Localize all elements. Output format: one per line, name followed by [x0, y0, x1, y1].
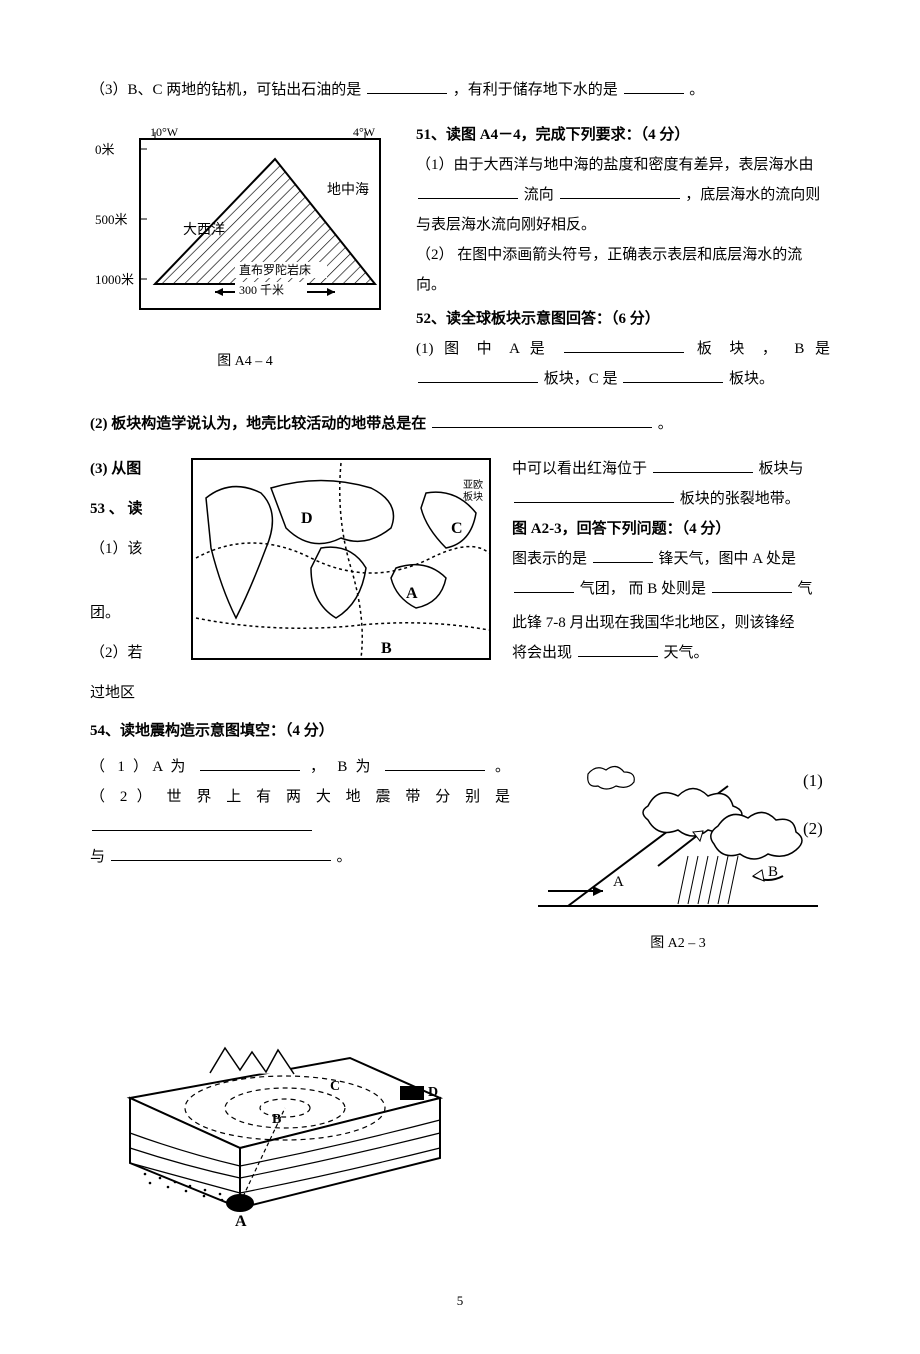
blank[interactable] — [653, 457, 753, 473]
blank[interactable] — [560, 183, 680, 199]
fig-map-wrap: A B C D 亚欧 板块 — [186, 454, 496, 672]
map-C: C — [451, 520, 463, 537]
a23-B: B — [768, 864, 778, 880]
quake-D: D — [428, 1085, 438, 1100]
page-number: 5 — [90, 1288, 830, 1314]
fig-quake: A B C D — [90, 978, 470, 1228]
blank[interactable] — [514, 577, 574, 593]
map-side: 亚欧 — [463, 479, 483, 491]
q52-1-line1: (1) 图 中 A 是 板 块 ， B 是 — [416, 334, 830, 364]
q52-1-line2: 板块，C 是 板块。 — [416, 364, 830, 394]
atlantic-label: 大西洋 — [183, 222, 225, 238]
q54-2b — [90, 812, 510, 842]
blank[interactable] — [385, 755, 485, 771]
blank[interactable] — [623, 367, 723, 383]
q53-1-r1: 图表示的是 锋天气，图中 A 处是 — [512, 544, 830, 574]
row-fig-a44-q51: 10°W 4°W 0米 500米 1000米 — [90, 120, 830, 394]
a23-n2: (2) — [803, 819, 823, 838]
q53-head-r: 图 A2-3，回答下列问题：（4 分） — [512, 514, 830, 544]
q54-2a: （ 2 ） 世 界 上 有 两 大 地 震 带 分 别 是 — [90, 782, 510, 812]
q51-q52-col: 51、读图 A4－4，完成下列要求：（4 分） （1）由于大西洋与地中海的盐度和… — [416, 120, 830, 394]
fig-a23-wrap: A B (1) (2) 图 A2 – 3 — [526, 752, 830, 958]
map-B: B — [381, 640, 392, 657]
q51-title: 51、读图 A4－4，完成下列要求：（4 分） — [416, 120, 830, 150]
fig-quake-wrap: A B C D — [90, 978, 830, 1228]
q52-3-left: (3) 从图 — [90, 454, 170, 484]
map-D: D — [301, 510, 313, 527]
map-A: A — [406, 585, 418, 602]
q51-2: （2） 在图中添画箭头符号，正确表示表层和底层海水的流向。 — [416, 240, 830, 300]
quake-B: B — [272, 1112, 281, 1127]
q52-title: 52、读全球板块示意图回答：（6 分） — [416, 304, 830, 334]
fig-a23-caption: 图 A2 – 3 — [526, 930, 830, 958]
quake-A: A — [235, 1213, 247, 1228]
med-label: 地中海 — [327, 182, 369, 198]
q51-1: （1）由于大西洋与地中海的盐度和密度有差异，表层海水由 流向 ，底层海水的流向则… — [416, 150, 830, 240]
fig-world-map: A B C D 亚欧 板块 — [191, 458, 491, 668]
blank[interactable] — [593, 547, 653, 563]
q54-1: （ 1 ）A 为 ， B 为 。 — [90, 752, 510, 782]
lon-right: 4°W — [353, 125, 376, 139]
rock-label: 直布罗陀岩床 — [239, 262, 311, 277]
blank[interactable] — [564, 337, 684, 353]
blank[interactable] — [432, 412, 652, 428]
q54-2c: 与 。 — [90, 842, 510, 872]
dist-label: 300 千米 — [239, 283, 284, 297]
q54-title: 54、读地震构造示意图填空：（4 分） — [90, 716, 830, 746]
q53-left-1: 53 、 读 — [90, 494, 170, 524]
quake-C: C — [330, 1079, 340, 1094]
q53-left-3: 团。 — [90, 598, 170, 628]
blank[interactable] — [712, 577, 792, 593]
blank[interactable] — [418, 367, 538, 383]
q53-left-5: 过地区 — [90, 678, 170, 708]
q50-3-a: （3）B、C 两地的钻机，可钻出石油的是 — [90, 82, 361, 98]
q50-3: （3）B、C 两地的钻机，可钻出石油的是 ，有利于储存地下水的是 。 — [90, 75, 830, 105]
q53-1-r2: 气团， 而 B 处则是 气 — [512, 574, 830, 604]
row-q54: （ 1 ）A 为 ， B 为 。 （ 2 ） 世 界 上 有 两 大 地 震 带… — [90, 752, 830, 958]
depth-500: 500米 — [95, 212, 128, 227]
a23-n1: (1) — [803, 771, 823, 790]
fig-a44: 10°W 4°W 0米 500米 1000米 — [95, 124, 395, 344]
q53-left-2: （1）该 — [90, 534, 170, 564]
row-map: (3) 从图 53 、 读 （1）该 团。 （2）若 过地区 A B C D 亚… — [90, 454, 830, 708]
svg-text:板块: 板块 — [463, 490, 483, 503]
q53-2-r1: 此锋 7-8 月出现在我国华北地区，则该锋经 — [512, 608, 830, 638]
blank[interactable] — [624, 78, 684, 94]
blank[interactable] — [514, 487, 674, 503]
blank[interactable] — [418, 183, 518, 199]
depth-1000: 1000米 — [95, 272, 134, 287]
left-stub: (3) 从图 53 、 读 （1）该 团。 （2）若 过地区 — [90, 454, 170, 708]
q52-2: (2) 板块构造学说认为，地壳比较活动的地带总是在 。 — [90, 409, 830, 439]
blank[interactable] — [111, 845, 331, 861]
q50-3-b: ，有利于储存地下水的是 — [453, 82, 618, 98]
q53-2-r2: 将会出现 天气。 — [512, 638, 830, 668]
fig-a44-wrap: 10°W 4°W 0米 500米 1000米 — [90, 120, 400, 376]
blank[interactable] — [367, 78, 447, 94]
q50-3-c: 。 — [689, 82, 704, 98]
q54-text: （ 1 ）A 为 ， B 为 。 （ 2 ） 世 界 上 有 两 大 地 震 带… — [90, 752, 510, 872]
depth-0: 0米 — [95, 142, 115, 157]
a23-A: A — [613, 874, 624, 890]
lon-left: 10°W — [150, 125, 179, 139]
blank[interactable] — [200, 755, 300, 771]
fig-a23: A B (1) (2) — [528, 756, 828, 926]
q53-left-4: （2）若 — [90, 638, 170, 668]
right-of-map: 中可以看出红海位于 板块与 板块的张裂地带。 图 A2-3，回答下列问题：（4 … — [512, 454, 830, 668]
blank[interactable] — [92, 815, 312, 831]
q52-3-r1: 中可以看出红海位于 板块与 — [512, 454, 830, 484]
q52-3-r2: 板块的张裂地带。 — [512, 484, 830, 514]
fig-a44-caption: 图 A4 – 4 — [90, 348, 400, 376]
blank[interactable] — [578, 641, 658, 657]
